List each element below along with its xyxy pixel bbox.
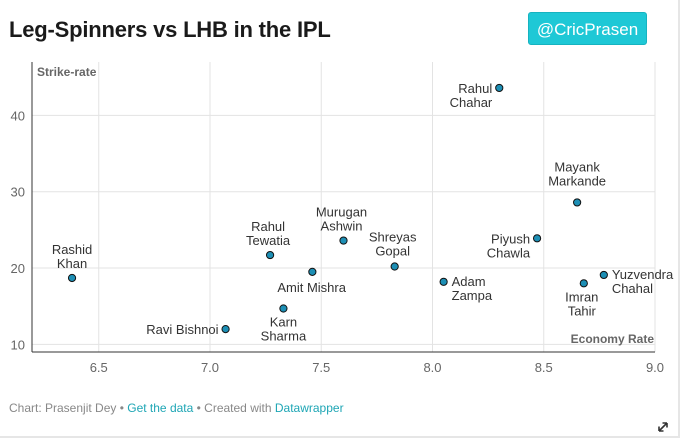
point-label: Murugan Ashwin	[316, 205, 367, 234]
data-point	[495, 83, 504, 93]
data-point	[279, 304, 288, 313]
y-tick-label: 10	[11, 337, 25, 352]
point-label-line: Markande	[548, 173, 606, 188]
data-point	[67, 273, 77, 283]
point-label-line: Murugan	[316, 205, 367, 220]
chart-footer: Chart: Prasenjit Dey • Get the data • Cr…	[9, 401, 344, 415]
data-point	[579, 279, 588, 288]
point-label: Rashid Khan	[52, 242, 92, 271]
data-point	[573, 198, 582, 207]
resize-handle-icon[interactable]	[656, 420, 670, 434]
point-label: Piyush Chawla	[487, 231, 531, 260]
footer-credit: Chart: Prasenjit Dey	[9, 401, 117, 415]
point-label-line: Chahar	[450, 95, 493, 110]
point-label: Imran Tahir	[565, 289, 598, 318]
footer-created-with: • Created with	[193, 401, 275, 415]
get-data-link[interactable]: Get the data	[127, 401, 194, 415]
point-label: Adam Zampa	[452, 274, 493, 303]
y-tick-label: 20	[11, 261, 25, 276]
point-label: Amit Mishra	[277, 280, 346, 295]
x-tick-label: 7.5	[312, 360, 330, 375]
x-axis-label: Economy Rate	[571, 332, 655, 346]
point-label: Mayank Markande	[548, 159, 606, 188]
point-label-line: Adam	[452, 274, 486, 289]
twitter-handle-badge[interactable]: @CricPrasen	[528, 12, 647, 45]
y-tick-label: 30	[11, 185, 25, 200]
footer-separator: •	[116, 401, 128, 415]
datawrapper-link[interactable]: Datawrapper	[274, 401, 344, 415]
scatter-plot: 6.5 7.0 7.5 8.0 8.5 9.0 10 20 30 40 Strike-rate Eco…	[11, 62, 674, 375]
chart-title: Leg-Spinners vs LHB in the IPL	[9, 17, 331, 42]
data-point	[390, 262, 399, 271]
data-point	[221, 325, 230, 334]
y-tick-label: 40	[11, 108, 25, 123]
point-label-line: Karn	[270, 315, 297, 330]
data-point	[308, 267, 317, 276]
point-label-line: Shreyas	[369, 230, 417, 245]
y-axis-label: Strike-rate	[37, 65, 97, 79]
point-label-line: Chahal	[612, 281, 653, 296]
point-label-line: Imran	[565, 289, 598, 304]
point-label-line: Tewatia	[246, 233, 291, 248]
point-label-line: Sharma	[261, 329, 307, 344]
point-label-line: Khan	[57, 256, 87, 271]
point-label-line: Yuzvendra	[612, 267, 674, 282]
point-label-line: Tahir	[568, 303, 597, 318]
data-point	[532, 234, 542, 243]
point-label-line: Zampa	[452, 288, 493, 303]
x-tick-label: 6.5	[90, 360, 108, 375]
point-label-line: Mayank	[554, 159, 600, 174]
point-label-line: Amit Mishra	[277, 280, 346, 295]
point-label: Rahul Chahar	[450, 81, 493, 110]
point-label-line: Ravi Bishnoi	[146, 322, 218, 337]
point-label-line: Piyush	[491, 231, 530, 246]
x-tick-label: 8.0	[423, 360, 441, 375]
point-label-line: Gopal	[375, 244, 410, 259]
point-label-line: Rahul	[458, 81, 492, 96]
point-label-line: Rashid	[52, 242, 92, 257]
data-point	[439, 277, 448, 286]
x-tick-label: 8.5	[535, 360, 553, 375]
point-label-line: Rahul	[251, 219, 285, 234]
point-label: Rahul Tewatia	[246, 219, 291, 248]
point-label: Yuzvendra Chahal	[612, 267, 674, 296]
point-label-line: Chawla	[487, 245, 531, 260]
x-tick-label: 7.0	[201, 360, 219, 375]
point-label: Ravi Bishnoi	[146, 322, 218, 337]
data-point	[339, 236, 348, 245]
x-tick-label: 9.0	[646, 360, 664, 375]
point-label-line: Ashwin	[321, 219, 363, 234]
data-point	[265, 250, 275, 260]
point-label: Shreyas Gopal	[369, 230, 417, 259]
point-label: Karn Sharma	[261, 315, 307, 344]
data-point	[599, 270, 608, 280]
